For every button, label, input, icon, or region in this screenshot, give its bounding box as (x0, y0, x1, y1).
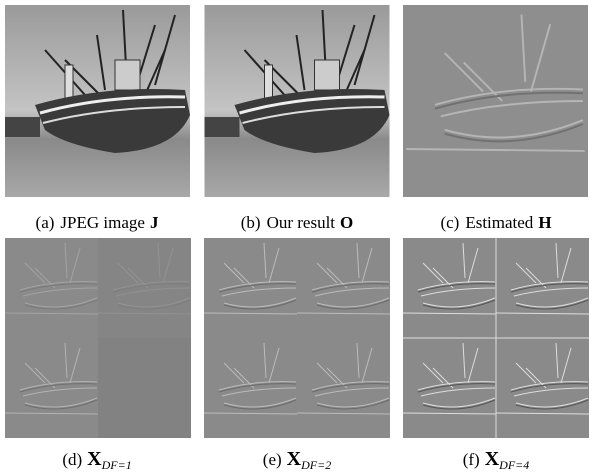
caption-subscript: DF=2 (300, 458, 331, 472)
caption-label: (f) (463, 450, 480, 469)
result-image (205, 5, 390, 197)
caption-label: (a) (36, 213, 55, 232)
caption: (d) XDF=1 (62, 448, 131, 472)
xdf1-image (5, 238, 191, 438)
caption-symbol: X (87, 448, 102, 470)
caption-text: Our result (267, 213, 336, 232)
xdf2-image (204, 238, 390, 438)
caption: (f) XDF=4 (463, 448, 530, 472)
caption-label: (d) (62, 450, 82, 469)
jpeg-image (5, 5, 190, 197)
caption-subscript: DF=1 (101, 458, 132, 472)
caption-label: (b) (241, 213, 261, 232)
estimated-h-image (403, 5, 588, 197)
xdf4-image (403, 238, 589, 438)
figure: (a) JPEG image J (b) Our resultO (c) Estimated… (0, 0, 592, 475)
caption: (a) JPEG image J (36, 213, 159, 232)
caption-label: (e) (263, 450, 282, 469)
caption-symbol: J (150, 213, 159, 232)
caption-symbol: X (287, 448, 302, 470)
caption: (c) Estimated H (440, 213, 551, 232)
caption-symbol: X (485, 448, 500, 470)
caption-label: (c) (440, 213, 459, 232)
caption-symbol: O (340, 213, 353, 232)
caption-text: JPEG image (60, 213, 145, 232)
page: {"panels": [ {"label": "(a)", "text": "J… (0, 0, 592, 475)
caption-subscript: DF=4 (498, 458, 529, 472)
caption-text: Estimated (465, 213, 533, 232)
caption-symbol: H (538, 213, 551, 232)
caption: (e) XDF=2 (263, 448, 331, 472)
